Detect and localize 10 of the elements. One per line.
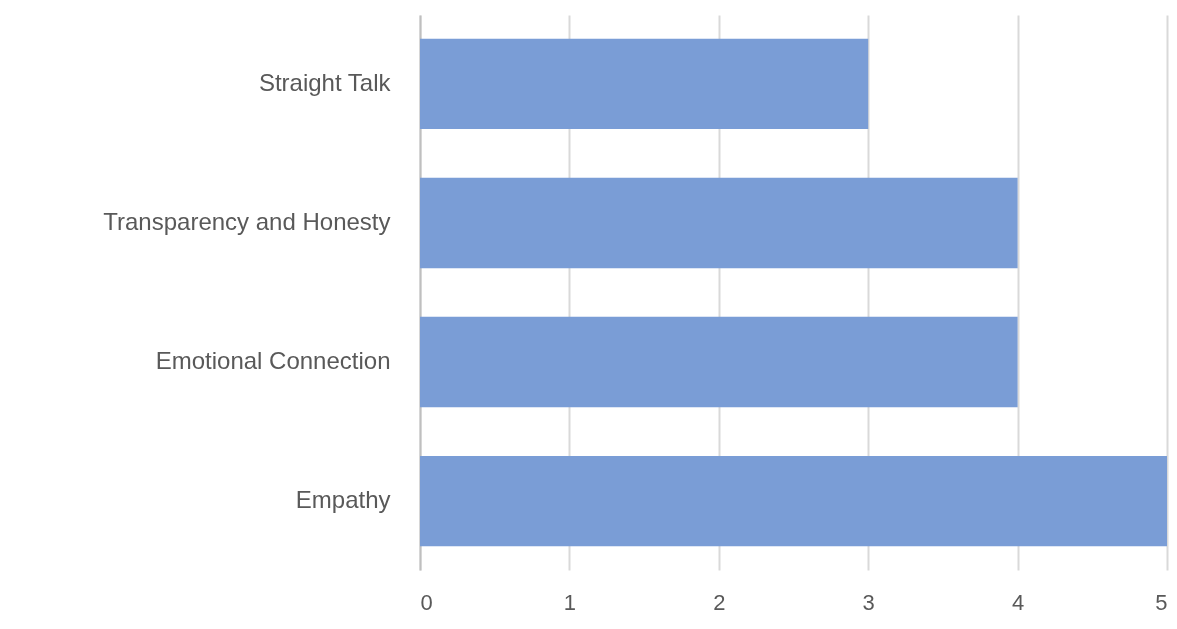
y-tick-label: Straight Talk: [258, 68, 392, 96]
x-tick-label: 1: [563, 589, 577, 615]
y-tick-label: Empathy: [295, 486, 391, 514]
x-tick-label: 4: [1011, 589, 1025, 615]
x-tick-label: 0: [420, 589, 433, 615]
x-tick-label: 5: [1155, 589, 1168, 615]
x-tick-label: 2: [713, 589, 726, 615]
y-tick-label: Transparency and Honesty: [103, 207, 391, 235]
x-tick-label: 3: [862, 589, 875, 615]
y-tick-label: Emotional Connection: [155, 347, 391, 375]
